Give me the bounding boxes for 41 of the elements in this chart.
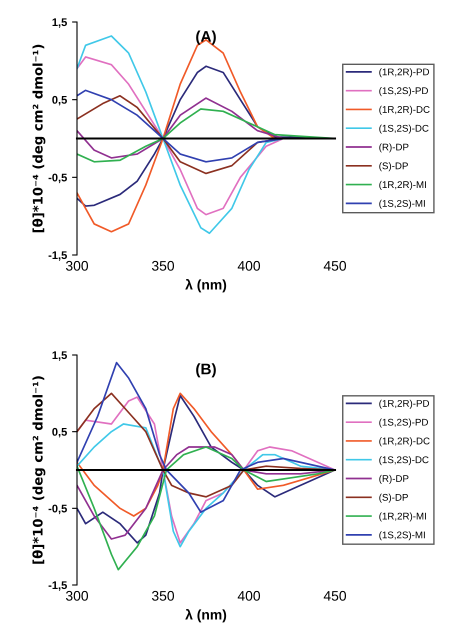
legend-label: (R)-DP [379,143,408,152]
x-tick-label: 400 [238,590,260,601]
legend-label: (1S,2S)-MI [379,531,425,540]
legend-label: (1R,2R)-DC [379,106,430,115]
y-tick-label: -0,5 [48,504,67,514]
legend-label: (1R,2R)-PD [379,68,430,78]
x-tick-label: 350 [152,260,174,271]
legend-label: (1R,2R)-PD [379,400,430,409]
y-tick-label: 1,5 [52,18,67,28]
x-tick-label: 450 [324,260,346,271]
legend-label: (1S,2S)-PD [379,418,428,428]
y-tick-label: -0,5 [48,174,67,184]
y-axis-title: [θ]*10⁻⁴ (deg cm² dmol⁻¹) [32,376,46,564]
legend-label: (R)-DP [379,474,408,484]
text: (B) [196,363,216,378]
legend-label: (1S,2S)-MI [379,200,425,209]
y-tick-label: 1,5 [52,351,67,361]
x-tick-label: 400 [238,260,260,271]
x-tick-label: 350 [152,590,174,601]
y-axis-title: [θ]*10⁻⁴ (deg cm² dmol⁻¹) [32,44,46,232]
x-tick-label: 300 [66,590,88,601]
x-tick-label: 450 [324,590,346,601]
legend-label: (1R,2R)-MI [379,512,426,522]
legend-label: (1S,2S)-DC [379,124,429,134]
y-tick-label: -1,5 [48,581,67,591]
x-axis-title: λ (nm) [185,609,226,622]
legend-label: (1R,2R)-MI [379,180,426,190]
line-series [77,362,335,513]
legend-label: (1S,2S)-PD [379,87,428,96]
x-tick-label: 300 [66,260,88,271]
legend-label: (S)-DP [379,162,408,172]
text: (A) [196,30,216,45]
line-series [77,446,335,570]
y-tick-label: 0,5 [52,96,67,106]
y-tick-label: -1,5 [48,251,67,261]
legend-label: (1S,2S)-DC [379,456,429,466]
y-tick-label: 0,5 [52,428,67,438]
line-series [77,392,335,517]
legend-label: (S)-DP [379,494,408,503]
legend-label: (1R,2R)-DC [379,437,430,446]
x-axis-title: λ (nm) [185,279,226,292]
